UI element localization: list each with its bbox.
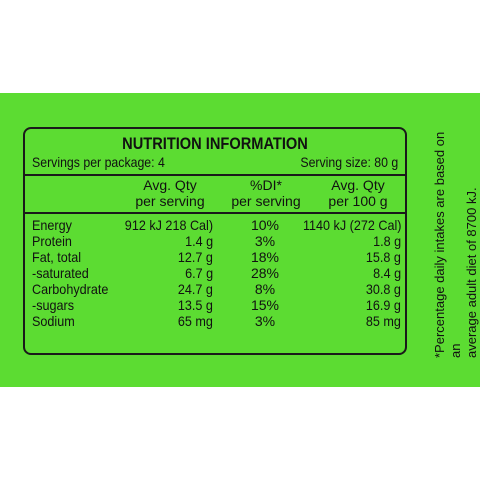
header-per-100g-line2: per 100 g xyxy=(328,193,388,209)
footnote-line2: average adult diet of 8700 kJ. xyxy=(464,187,479,358)
per-serving-value: 12.7 g xyxy=(177,249,213,265)
di-value: 18% xyxy=(250,249,280,265)
nutrient-name: -saturated xyxy=(32,265,89,281)
nutrient-name: Protein xyxy=(32,233,72,249)
header-per-serving-line2: per serving xyxy=(135,193,205,209)
table-row-saturated: -saturated 6.7 g 28% 8.4 g xyxy=(25,265,405,281)
di-value: 10% xyxy=(250,217,280,233)
header-per-serving: Avg. Qty per serving xyxy=(125,177,215,209)
header-di-line1: %DI* xyxy=(250,177,282,193)
serving-size: Serving size: 80 g xyxy=(300,154,398,170)
table-row-sugars: -sugars 13.5 g 15% 16.9 g xyxy=(25,297,405,313)
per-100g-value: 8.4 g xyxy=(372,265,401,281)
per-100g-value: 1.8 g xyxy=(372,233,401,249)
header-per-100g-line1: Avg. Qty xyxy=(331,177,385,193)
panel-title: NUTRITION INFORMATION xyxy=(122,134,308,153)
nutrient-name: Fat, total xyxy=(32,249,82,265)
footnote-line1: *Percentage daily intakes are based on a… xyxy=(432,131,463,358)
table-row-energy: Energy 912 kJ 218 Cal) 10% 1140 kJ (272 … xyxy=(25,217,405,233)
per-serving-value: 24.7 g xyxy=(177,281,213,297)
per-100g-value: 85 mg xyxy=(365,313,401,329)
header-per-100g: Avg. Qty per 100 g xyxy=(313,177,403,209)
per-100g-value: 1140 kJ (272 Cal) xyxy=(302,217,401,233)
servings-per-package: Servings per package: 4 xyxy=(32,154,165,170)
nutrition-panel: NUTRITION INFORMATION Servings per packa… xyxy=(23,127,407,355)
nutrient-name: Energy xyxy=(32,217,72,233)
nutrient-rows: Energy 912 kJ 218 Cal) 10% 1140 kJ (272 … xyxy=(25,217,405,329)
table-row-protein: Protein 1.4 g 3% 1.8 g xyxy=(25,233,405,249)
per-serving-value: 65 mg xyxy=(177,313,213,329)
header-di: %DI* per serving xyxy=(221,177,311,209)
di-value: 28% xyxy=(250,265,280,281)
di-value: 3% xyxy=(254,233,276,249)
per-serving-value: 912 kJ 218 Cal) xyxy=(124,217,213,233)
label-background xyxy=(0,93,480,387)
serving-meta: Servings per package: 4 Serving size: 80… xyxy=(32,154,398,172)
di-value: 15% xyxy=(250,297,280,313)
per-100g-value: 30.8 g xyxy=(365,281,401,297)
nutrient-name: -sugars xyxy=(32,297,75,313)
table-row-carbohydrate: Carbohydrate 24.7 g 8% 30.8 g xyxy=(25,281,405,297)
table-row-sodium: Sodium 65 mg 3% 85 mg xyxy=(25,313,405,329)
divider-top xyxy=(25,174,405,176)
table-row-fat-total: Fat, total 12.7 g 18% 15.8 g xyxy=(25,249,405,265)
divider-header xyxy=(25,212,405,214)
di-value: 3% xyxy=(254,313,276,329)
nutrient-name: Sodium xyxy=(32,313,75,329)
per-serving-value: 1.4 g xyxy=(184,233,213,249)
per-serving-value: 13.5 g xyxy=(177,297,213,313)
di-value: 8% xyxy=(254,281,276,297)
daily-intake-footnote: *Percentage daily intakes are based on a… xyxy=(432,118,480,358)
header-per-serving-line1: Avg. Qty xyxy=(143,177,197,193)
per-serving-value: 6.7 g xyxy=(184,265,213,281)
per-100g-value: 16.9 g xyxy=(365,297,401,313)
header-di-line2: per serving xyxy=(231,193,301,209)
per-100g-value: 15.8 g xyxy=(365,249,401,265)
nutrient-name: Carbohydrate xyxy=(32,281,109,297)
